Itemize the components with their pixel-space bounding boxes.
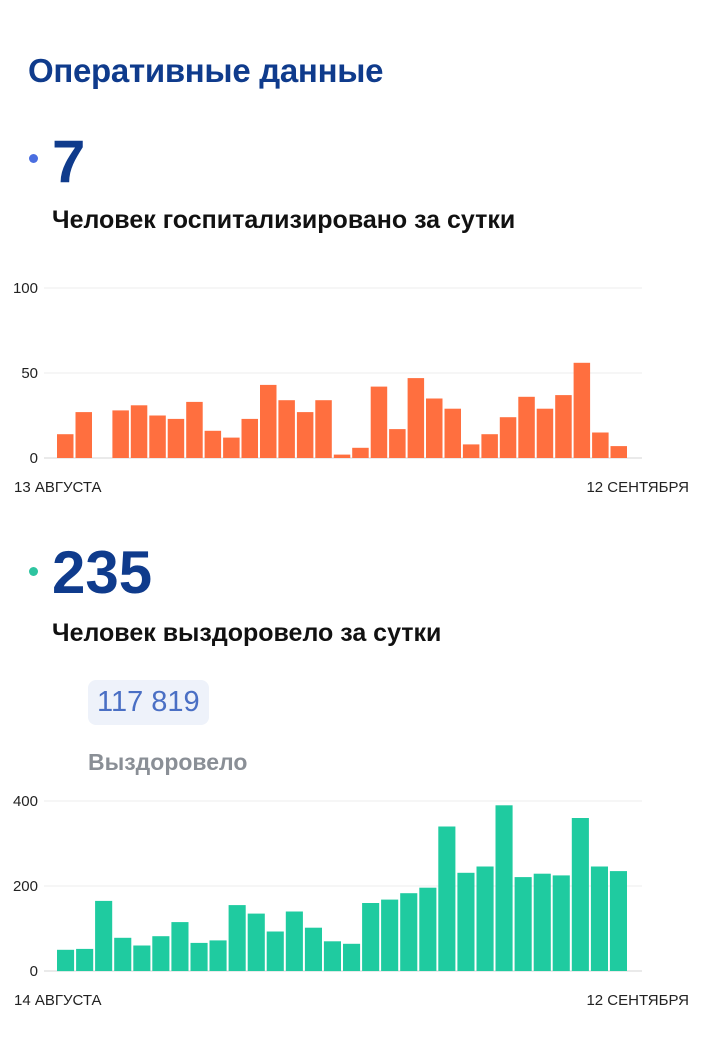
recovered-bar — [514, 877, 532, 971]
hospitalized-bar — [315, 400, 332, 458]
hospitalized-x-start-label: 13 АВГУСТА — [14, 479, 102, 496]
recovered-total-label: Выздоровело — [88, 749, 248, 775]
hospitalized-value: 7 — [52, 128, 86, 195]
recovered-bar — [400, 893, 418, 971]
recovered-bar — [438, 826, 456, 971]
hospitalized-bar — [260, 384, 277, 458]
hospitalized-dot — [29, 154, 38, 163]
recovered-label: Человек выздоровело за сутки — [52, 619, 442, 647]
recovered-ytick-label: 0 — [30, 963, 38, 980]
recovered-bar — [590, 866, 608, 971]
recovered-bar — [609, 871, 627, 971]
page-title: Оперативные данные — [28, 52, 384, 89]
hospitalized-bar — [407, 378, 425, 458]
hospitalized-bar — [426, 398, 443, 458]
hospitalized-bar — [555, 395, 572, 458]
recovered-x-end-label: 12 СЕНТЯБРЯ — [586, 992, 689, 1009]
hospitalized-bar — [149, 415, 166, 458]
recovered-bar — [209, 940, 227, 971]
recovered-bar — [76, 948, 94, 971]
hospitalized-bar — [370, 386, 388, 458]
recovered-bar — [419, 887, 437, 971]
recovered-bar — [381, 899, 399, 971]
recovered-bar — [533, 873, 551, 971]
recovered-bar — [95, 900, 113, 971]
recovered-bar — [266, 931, 284, 971]
hospitalized-bar — [186, 401, 203, 458]
recovered-x-start-label: 14 АВГУСТА — [14, 992, 102, 1009]
hospitalized-bar — [130, 405, 148, 458]
recovered-bar — [304, 927, 322, 971]
recovered-bar — [362, 903, 380, 971]
hospitalized-label: Человек госпитализировано за сутки — [52, 206, 516, 234]
hospitalized-ytick-label: 100 — [13, 280, 38, 297]
hospitalized-bar — [296, 412, 314, 458]
hospitalized-bar — [462, 444, 480, 458]
hospitalized-chart-svg: 0 50 100 13 АВГУСТА 12 СЕНТЯБРЯ — [13, 280, 689, 496]
recovered-bar — [285, 911, 303, 971]
recovered-bar — [228, 905, 246, 971]
recovered-bar — [152, 936, 170, 971]
hospitalized-bar — [518, 396, 535, 458]
recovered-bar — [190, 942, 208, 971]
hospitalized-bar — [112, 410, 129, 458]
hospitalized-bar — [333, 454, 351, 458]
recovered-bar — [552, 875, 570, 971]
hospitalized-bar — [352, 447, 369, 458]
recovered-ytick-label: 200 — [13, 878, 38, 895]
recovered-value: 235 — [52, 539, 153, 606]
recovered-bar — [476, 866, 494, 971]
hospitalized-bar — [573, 362, 591, 458]
hospitalized-bar — [75, 412, 92, 458]
hospitalized-bar — [481, 434, 498, 458]
recovered-bar — [57, 949, 75, 972]
hospitalized-bar — [592, 432, 609, 458]
recovered-dot — [29, 567, 38, 576]
recovered-bar — [571, 818, 589, 971]
recovered-bar — [247, 913, 265, 971]
hospitalized-bar — [278, 400, 295, 458]
recovered-bar — [457, 872, 475, 971]
recovered-bar — [343, 943, 361, 971]
hospitalized-bar — [241, 418, 258, 458]
recovered-bar — [171, 922, 189, 971]
hospitalized-bar — [499, 417, 517, 458]
recovered-bar — [323, 941, 341, 972]
hospitalized-bar — [444, 408, 461, 458]
recovered-total-badge: 117 819 — [88, 680, 209, 725]
hospitalized-x-end-label: 12 СЕНТЯБРЯ — [586, 479, 689, 496]
recovered-chart: 0 200 400 14 АВГУСТА 12 СЕНТЯБРЯ — [0, 783, 720, 1013]
recovered-ytick-label: 400 — [13, 793, 38, 810]
hospitalized-bar — [536, 408, 554, 458]
recovered-bar — [495, 805, 513, 972]
hospitalized-bar — [223, 437, 240, 458]
hospitalized-ytick-label: 50 — [21, 365, 38, 382]
recovered-chart-svg: 0 200 400 14 АВГУСТА 12 СЕНТЯБРЯ — [13, 793, 689, 1009]
hospitalized-bar — [610, 446, 627, 458]
hospitalized-bar — [204, 430, 222, 458]
hospitalized-bar — [57, 434, 74, 458]
hospitalized-chart: 0 50 100 13 АВГУСТА 12 СЕНТЯБРЯ — [0, 270, 720, 500]
recovered-bar — [114, 937, 132, 971]
recovered-bar — [133, 945, 151, 971]
hospitalized-ytick-label: 0 — [30, 450, 38, 467]
hospitalized-bar — [167, 418, 185, 458]
hospitalized-bar — [389, 429, 406, 458]
